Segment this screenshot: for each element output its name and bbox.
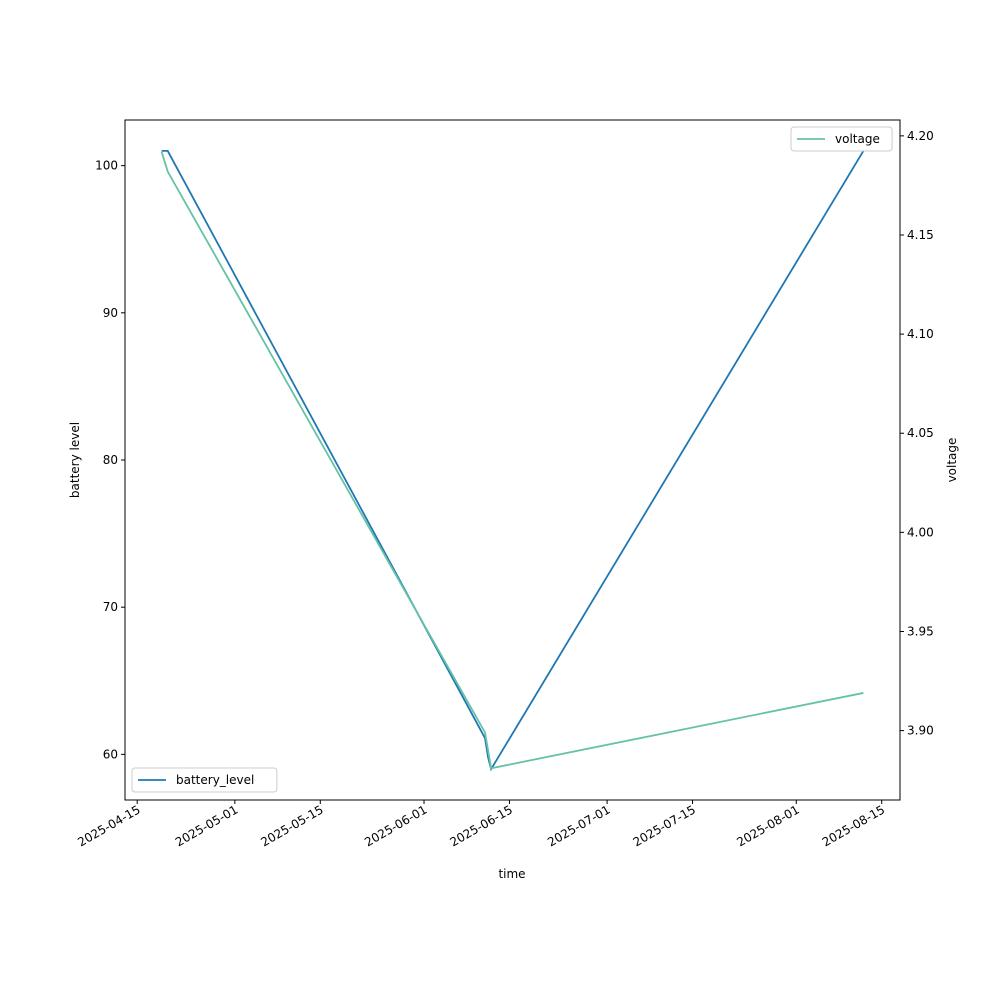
- battery_level-legend-label: battery_level: [176, 773, 254, 787]
- x-tick-label: 2025-08-01: [734, 802, 801, 849]
- x-tick-label: 2025-08-15: [820, 802, 887, 849]
- battery_level-legend-box: [131, 767, 278, 793]
- x-tick-label: 2025-07-15: [631, 802, 698, 849]
- y-tick-label: 60: [103, 747, 118, 761]
- y2-tick-label: 4.20: [907, 129, 934, 143]
- plot-frame: [124, 119, 901, 801]
- y2-tick-label: 3.90: [907, 724, 934, 738]
- y-tick-label: 100: [95, 159, 118, 173]
- y2-tick-label: 4.15: [907, 228, 934, 242]
- voltage-legend-label: voltage: [835, 132, 880, 146]
- x-axis-label: time: [498, 867, 525, 881]
- y-tick-label: 70: [103, 600, 118, 614]
- y-tick-label: 80: [103, 453, 118, 467]
- voltage-legend-box: [790, 126, 893, 152]
- x-tick-label: 2025-05-01: [173, 802, 240, 849]
- y2-tick-label: 4.10: [907, 327, 934, 341]
- x-tick-label: 2025-04-15: [75, 802, 142, 849]
- voltage-line: [160, 151, 864, 770]
- x-tick-label: 2025-05-15: [258, 802, 325, 849]
- y2-tick-label: 4.05: [907, 426, 934, 440]
- battery_level-line: [161, 150, 865, 772]
- y-axis-label: battery level: [68, 422, 82, 498]
- x-tick-label: 2025-06-15: [448, 802, 515, 849]
- x-tick-label: 2025-06-01: [362, 802, 429, 849]
- x-tick-label: 2025-07-01: [545, 802, 612, 849]
- y2-tick-label: 4.00: [907, 525, 934, 539]
- y2-tick-label: 3.95: [907, 624, 934, 638]
- y2-axis-label: voltage: [945, 438, 959, 483]
- y-tick-label: 90: [103, 306, 118, 320]
